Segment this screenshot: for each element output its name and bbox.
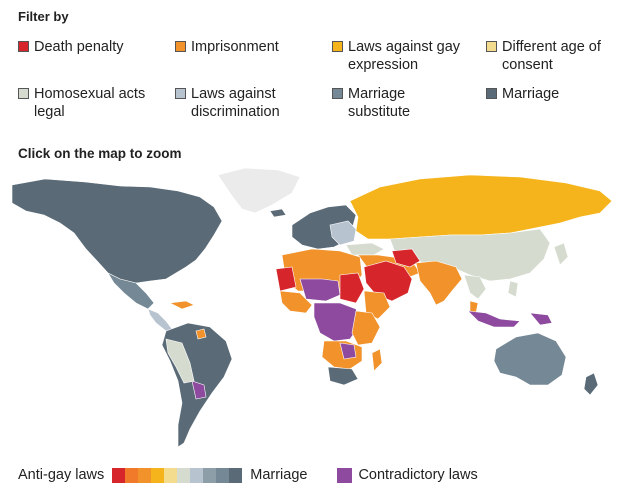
filter-label: Homosexual acts legal <box>34 86 146 120</box>
southeast-asia-region[interactable] <box>463 274 487 300</box>
png-region[interactable] <box>529 312 553 326</box>
new-zealand-region[interactable] <box>583 372 599 396</box>
filter-homosexual-acts-legal[interactable]: Homosexual acts legal <box>18 85 163 121</box>
caribbean-region[interactable] <box>168 300 195 310</box>
filter-title: Filter by <box>18 9 69 24</box>
iceland-region[interactable] <box>269 208 287 218</box>
guyana-region[interactable] <box>195 328 207 340</box>
map-legend: Anti-gay laws Marriage Contradictory law… <box>18 464 478 486</box>
world-map[interactable] <box>0 163 640 455</box>
philippines-region[interactable] <box>507 280 519 298</box>
legend-contradictory-label: Contradictory laws <box>358 467 478 483</box>
zimbabwe-region[interactable] <box>339 342 357 360</box>
map-title: Click on the map to zoom <box>18 146 182 161</box>
filter-label: Laws against discrimination <box>191 86 280 120</box>
sudan-region[interactable] <box>339 272 365 304</box>
anti-discrimination-swatch <box>175 88 186 99</box>
scale-step <box>125 467 139 483</box>
scale-step <box>177 467 191 483</box>
legend-left-label: Anti-gay laws <box>18 467 105 483</box>
filter-marriage-substitute[interactable]: Marriage substitute <box>332 85 462 121</box>
greenland-region[interactable] <box>217 167 301 214</box>
filter-death-penalty[interactable]: Death penalty <box>18 38 168 56</box>
eastern-europe-region[interactable] <box>329 220 357 246</box>
scale-step <box>203 467 217 483</box>
north-america-region[interactable] <box>11 178 223 284</box>
turkey-region[interactable] <box>345 242 385 256</box>
india-region[interactable] <box>415 260 463 306</box>
filter-label: Marriage substitute <box>348 86 411 120</box>
filter-label: Laws against gay expression <box>348 39 461 73</box>
marriage-swatch <box>486 88 497 99</box>
paraguay-region[interactable] <box>191 380 207 400</box>
scale-step <box>216 467 230 483</box>
scale-step <box>138 467 152 483</box>
legend-scale <box>112 467 243 483</box>
filter-imprisonment[interactable]: Imprisonment <box>175 38 325 56</box>
south-africa-region[interactable] <box>327 366 359 386</box>
russia-region[interactable] <box>349 174 613 240</box>
horn-of-africa-region[interactable] <box>363 290 391 320</box>
scale-step <box>112 467 126 483</box>
filter-label: Different age of consent <box>502 39 601 73</box>
filter-laws-against-gay-expression[interactable]: Laws against gay expression <box>332 38 472 74</box>
west-africa-region[interactable] <box>279 290 313 314</box>
mexico-region[interactable] <box>107 272 155 310</box>
iran-region[interactable] <box>391 248 421 268</box>
filter-label: Imprisonment <box>191 39 279 55</box>
east-africa-region[interactable] <box>351 310 381 346</box>
filter-laws-against-discrimination[interactable]: Laws against discrimination <box>175 85 315 121</box>
contradictory-swatch <box>337 467 353 483</box>
filter-options: Death penalty Imprisonment Laws against … <box>18 38 638 128</box>
filter-label: Marriage <box>502 86 560 102</box>
filter-label: Death penalty <box>34 39 124 55</box>
scale-step <box>164 467 178 483</box>
peru-bolivia-region[interactable] <box>165 338 195 384</box>
filter-marriage[interactable]: Marriage <box>486 85 606 103</box>
scale-step <box>151 467 165 483</box>
saudi-iran-region[interactable] <box>363 260 413 302</box>
marriage-substitute-swatch <box>332 88 343 99</box>
indonesia-region[interactable] <box>467 310 521 328</box>
scale-step <box>190 467 204 483</box>
age-of-consent-swatch <box>486 41 497 52</box>
legend-right-label: Marriage <box>250 467 308 483</box>
central-america-region[interactable] <box>147 308 173 332</box>
madagascar-region[interactable] <box>371 348 383 372</box>
filter-different-age-of-consent[interactable]: Different age of consent <box>486 38 626 74</box>
sahel-region[interactable] <box>299 278 341 302</box>
imprisonment-swatch <box>175 41 186 52</box>
scale-step <box>229 467 243 483</box>
korea-japan-region[interactable] <box>553 242 569 266</box>
central-africa-region[interactable] <box>313 302 361 342</box>
australia-region[interactable] <box>493 332 567 386</box>
mauritania-region[interactable] <box>275 266 297 292</box>
gay-expression-swatch <box>332 41 343 52</box>
acts-legal-swatch <box>18 88 29 99</box>
death-penalty-swatch <box>18 41 29 52</box>
